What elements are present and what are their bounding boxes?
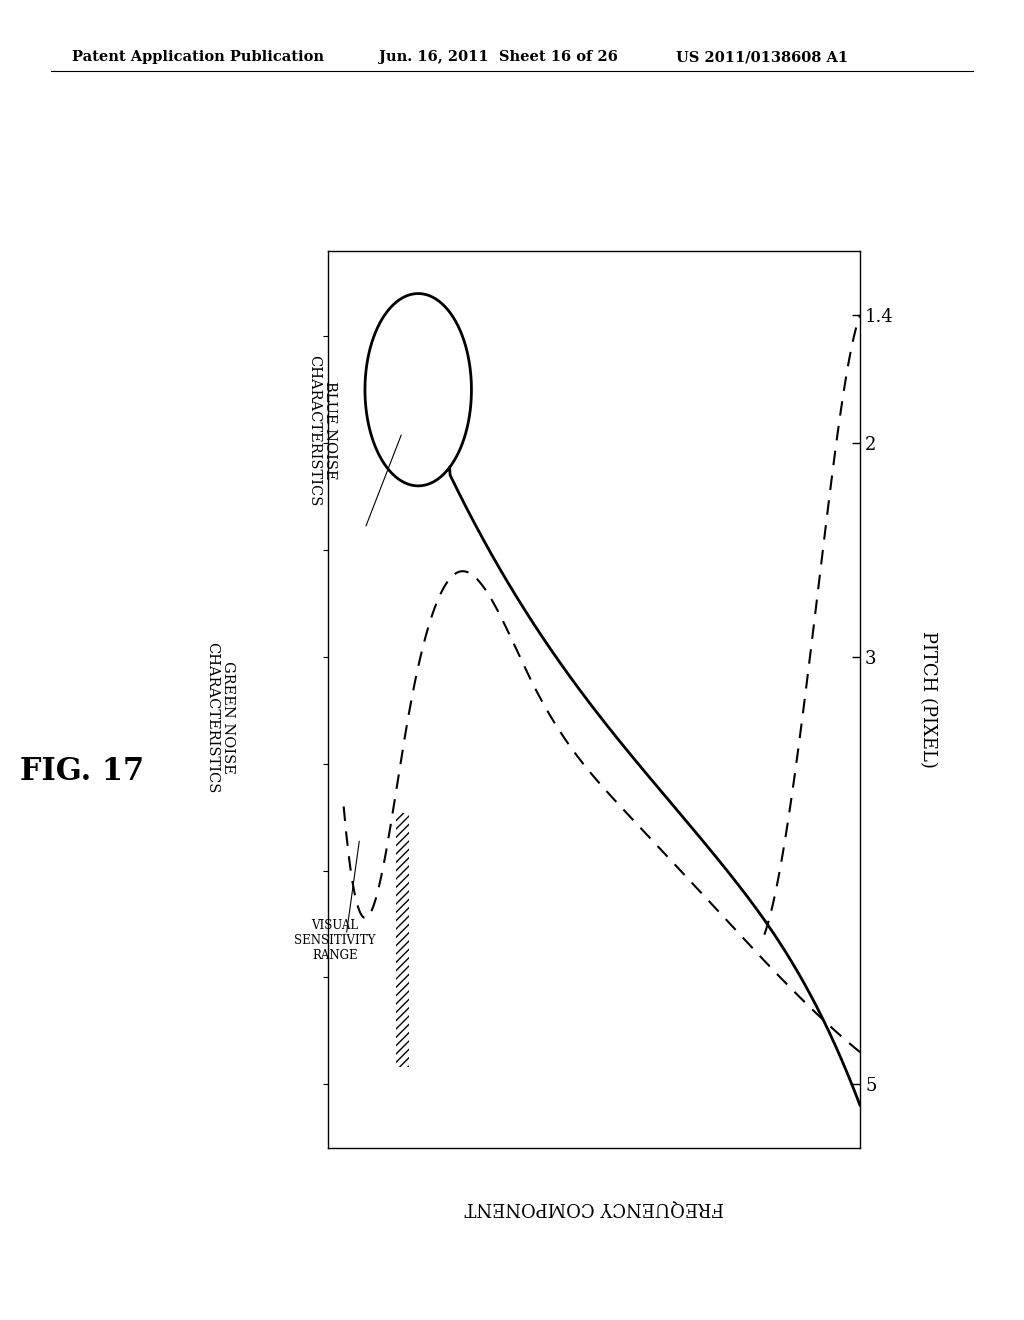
Text: VISUAL
SENSITIVITY
RANGE: VISUAL SENSITIVITY RANGE [294,919,376,961]
Text: FIG. 17: FIG. 17 [19,756,144,787]
Text: Jun. 16, 2011  Sheet 16 of 26: Jun. 16, 2011 Sheet 16 of 26 [379,50,617,65]
Text: US 2011/0138608 A1: US 2011/0138608 A1 [676,50,848,65]
Bar [396,813,409,1067]
Text: GREEN NOISE
CHARACTERISTICS: GREEN NOISE CHARACTERISTICS [205,642,234,793]
Text: FREQUENCY COMPONENT: FREQUENCY COMPONENT [464,1199,724,1217]
Y-axis label: PITCH (PIXEL): PITCH (PIXEL) [919,631,937,768]
Text: Patent Application Publication: Patent Application Publication [72,50,324,65]
Text: BLUE NOISE
CHARACTERISTICS: BLUE NOISE CHARACTERISTICS [307,355,337,506]
